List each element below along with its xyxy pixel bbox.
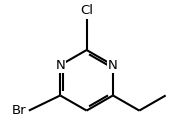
Text: N: N xyxy=(55,59,65,72)
Text: Cl: Cl xyxy=(80,4,93,17)
Text: Br: Br xyxy=(11,104,26,117)
Text: N: N xyxy=(108,59,118,72)
